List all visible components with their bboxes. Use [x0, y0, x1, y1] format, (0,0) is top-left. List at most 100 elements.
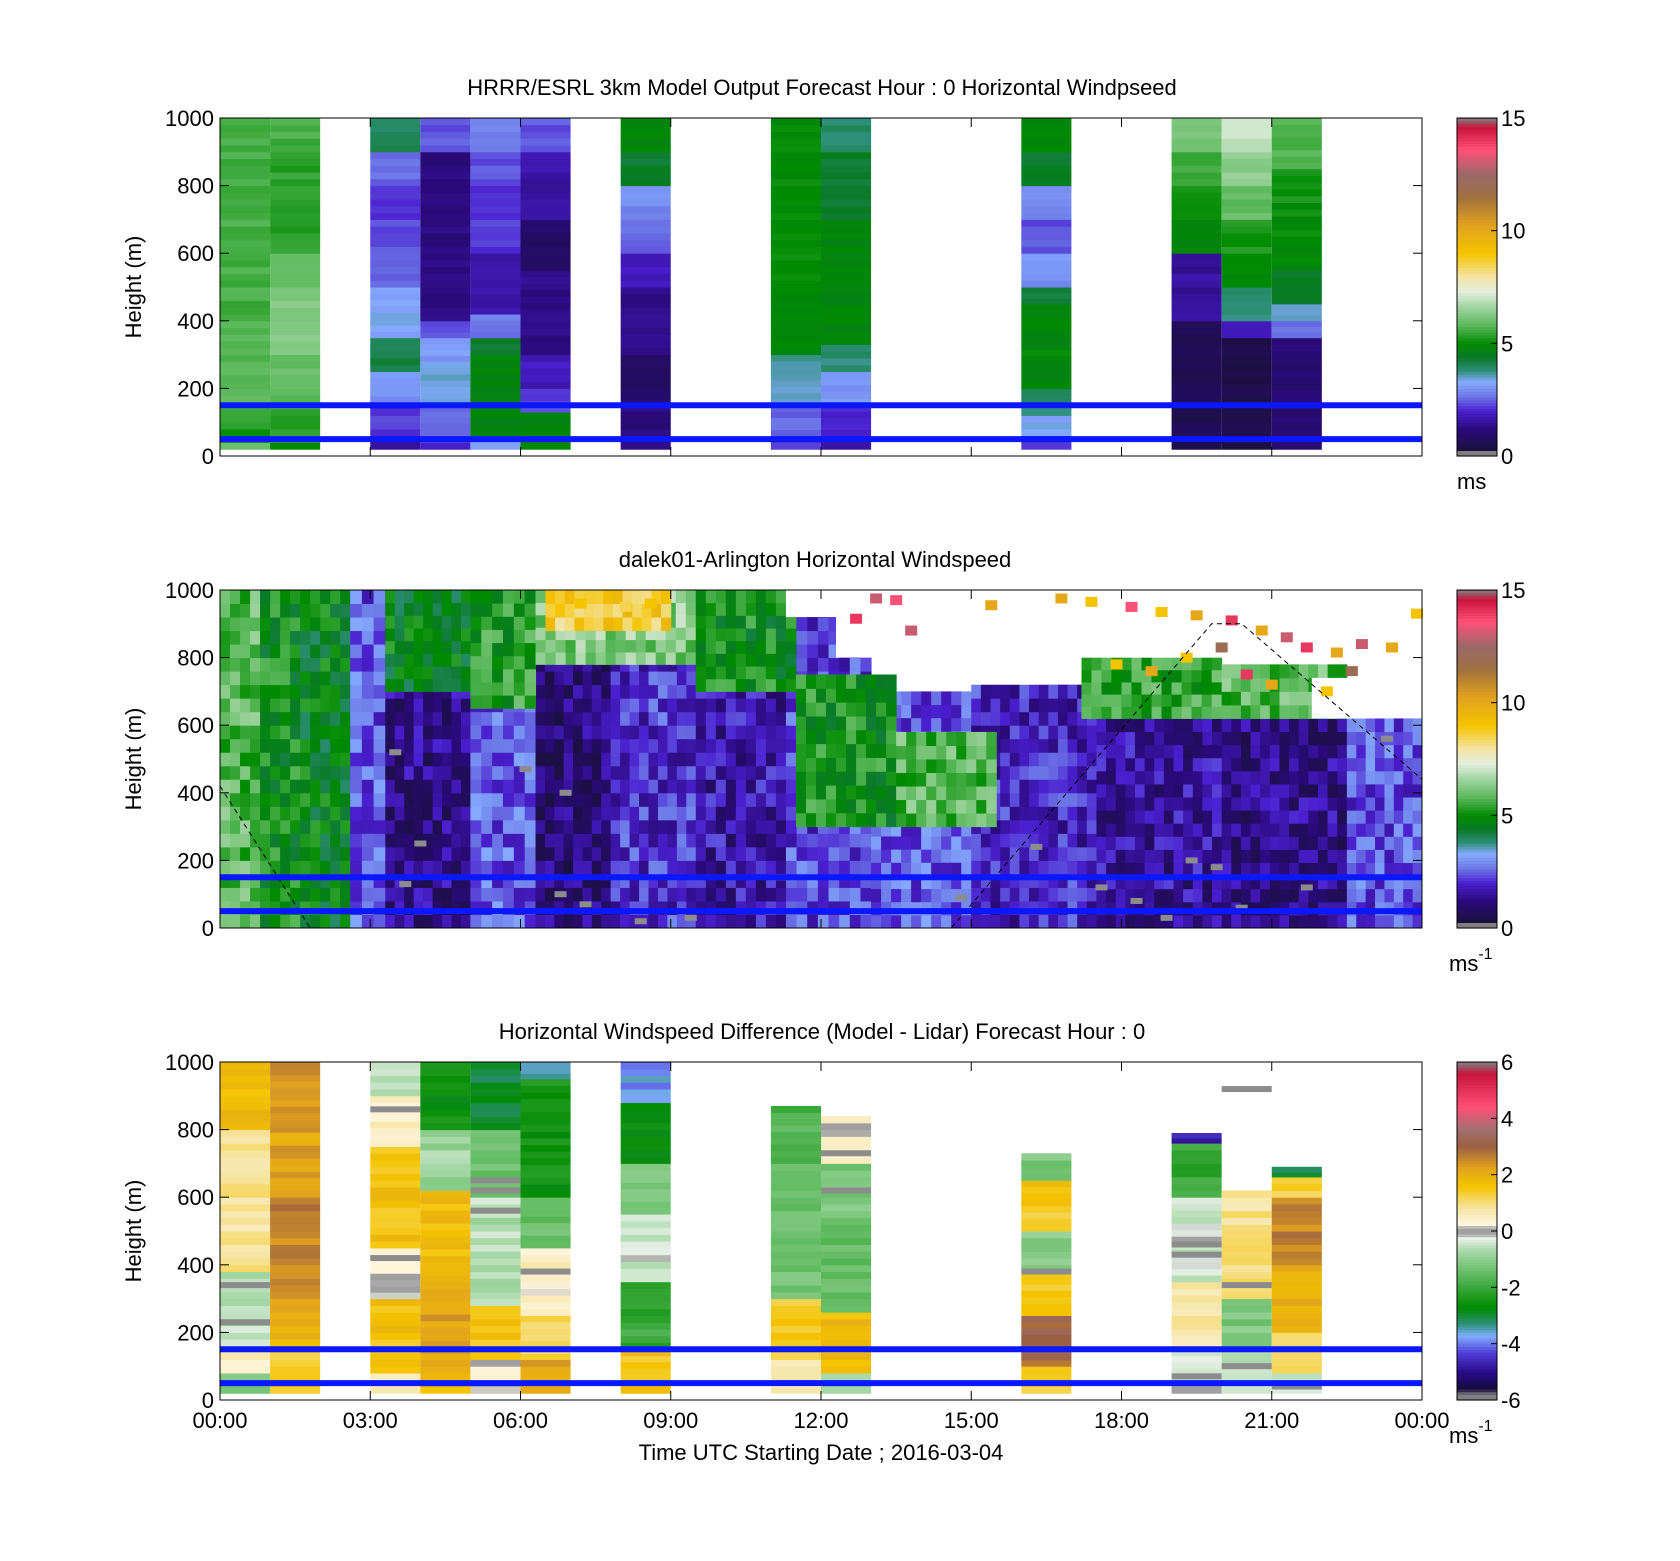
heatmap-cell: [240, 657, 251, 672]
heatmap-cell: [432, 806, 443, 821]
heatmap-cell: [420, 1307, 471, 1315]
heatmap-cell: [1048, 860, 1059, 875]
heatmap-cell: [765, 678, 777, 692]
heatmap-cell: [826, 688, 837, 703]
heatmap-cell: [535, 590, 547, 603]
heatmap-cell: [270, 1237, 321, 1246]
heatmap-cell: [839, 900, 851, 915]
colorbar-segment: [1457, 126, 1497, 130]
heatmap-cell: [821, 278, 872, 286]
heatmap-cell: [1289, 677, 1300, 692]
heatmap-cell: [966, 759, 977, 774]
heatmap-cell: [785, 819, 798, 834]
heatmap-cell: [1240, 718, 1252, 733]
heatmap-cell: [1202, 849, 1213, 864]
heatmap-cell: [715, 698, 727, 713]
heatmap-cell: [1021, 118, 1072, 126]
heatmap-cell: [657, 873, 668, 888]
panel-model-colorbar-unit: ms: [1457, 469, 1486, 494]
heatmap-cell: [1260, 677, 1271, 692]
colorbar-segment: [1457, 174, 1497, 178]
heatmap-cell: [520, 283, 571, 291]
heatmap-cell: [805, 674, 817, 689]
heatmap-cell: [470, 1190, 521, 1198]
heatmap-cell: [1384, 783, 1395, 798]
heatmap-cell: [520, 1288, 571, 1296]
heatmap-cell: [420, 1242, 471, 1250]
heatmap-cell: [725, 900, 737, 915]
no-data-gap: [1030, 843, 1043, 850]
heatmap-cell: [1121, 669, 1133, 683]
heatmap-cell: [220, 1224, 271, 1232]
heatmap-cell: [807, 617, 819, 632]
colorbar-segment: [1457, 680, 1497, 684]
heatmap-cell: [796, 617, 808, 632]
heatmap-cell: [785, 765, 798, 780]
heatmap-cell: [941, 835, 952, 850]
heatmap-cell: [667, 779, 678, 794]
heatmap-cell: [770, 300, 821, 308]
heatmap-cell: [220, 287, 271, 295]
heatmap-cell: [639, 873, 649, 888]
heatmap-cell: [350, 590, 363, 605]
heatmap-cell: [1271, 297, 1322, 305]
heatmap-cell: [350, 819, 363, 834]
heatmap-cell: [413, 914, 424, 929]
heatmap-cell: [765, 615, 777, 629]
heatmap-cell: [1346, 770, 1357, 785]
heatmap-cell: [1171, 428, 1222, 437]
heatmap-cell: [524, 779, 537, 794]
heatmap-cell: [695, 914, 707, 929]
heatmap-cell: [1337, 914, 1348, 929]
colorbar-segment: [1457, 750, 1497, 754]
heatmap-cell: [971, 711, 982, 726]
heatmap-cell: [300, 819, 311, 834]
heatmap-cell: [370, 1193, 421, 1202]
heatmap-cell: [420, 392, 471, 400]
heatmap-cell: [370, 172, 421, 180]
heatmap-cell: [1271, 130, 1322, 138]
heatmap-cell: [956, 772, 967, 787]
heatmap-cell: [1021, 422, 1072, 430]
heatmap-cell: [470, 1136, 521, 1144]
heatmap-cell: [423, 615, 434, 629]
heatmap-cell: [1240, 862, 1252, 877]
heatmap-cell: [901, 717, 912, 732]
colorbar-tick-label: 10: [1501, 691, 1525, 716]
heatmap-cell: [240, 873, 251, 888]
colorbar-segment: [1457, 1346, 1497, 1350]
heatmap-cell: [240, 671, 251, 686]
heatmap-cell: [676, 900, 687, 915]
heatmap-cell: [1212, 731, 1223, 746]
heatmap-cell: [1086, 779, 1097, 794]
heatmap-cell: [582, 900, 593, 915]
heatmap-cell: [629, 711, 640, 726]
heatmap-cell: [1183, 731, 1194, 746]
heatmap-cell: [686, 698, 697, 713]
colorbar-segment: [1457, 194, 1497, 198]
heatmap-cell: [1221, 849, 1232, 864]
heatmap-cell: [270, 1171, 321, 1179]
heatmap-cell: [815, 757, 827, 772]
heatmap-cell: [1365, 731, 1376, 746]
heatmap-cell: [320, 806, 331, 821]
heatmap-cell: [385, 711, 396, 726]
heatmap-cell: [220, 1082, 271, 1090]
heatmap-cell: [676, 846, 687, 861]
heatmap-cell: [1231, 731, 1242, 746]
heatmap-cell: [1125, 718, 1136, 733]
heatmap-cell: [280, 914, 291, 929]
heatmap-cell: [230, 765, 241, 780]
heatmap-cell: [320, 792, 331, 807]
heatmap-cell: [420, 367, 471, 375]
heatmap-cell: [715, 678, 727, 692]
heatmap-cell: [849, 914, 861, 929]
heatmap-cell: [582, 698, 593, 713]
heatmap-cell: [270, 259, 321, 268]
heatmap-cell: [1221, 757, 1232, 772]
heatmap-cell: [755, 678, 767, 692]
heatmap-cell: [821, 272, 872, 280]
heatmap-cell: [1289, 770, 1300, 785]
heatmap-cell: [1029, 725, 1040, 740]
colorbar-segment: [1457, 394, 1497, 398]
